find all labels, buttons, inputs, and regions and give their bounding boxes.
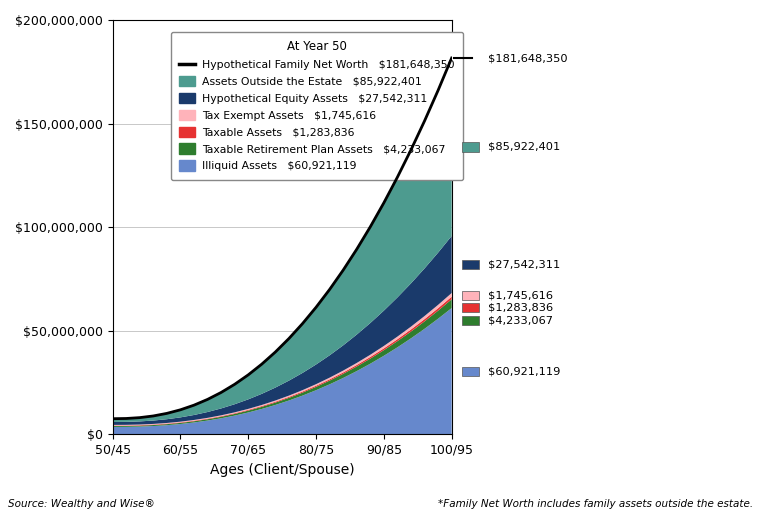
Text: $85,922,401: $85,922,401 bbox=[488, 142, 560, 152]
Text: $27,542,311: $27,542,311 bbox=[488, 260, 560, 269]
Bar bbox=[462, 260, 479, 269]
X-axis label: Ages (Client/Spouse): Ages (Client/Spouse) bbox=[210, 462, 355, 477]
Bar bbox=[462, 316, 479, 325]
Text: $181,648,350: $181,648,350 bbox=[488, 53, 567, 63]
Text: $4,233,067: $4,233,067 bbox=[488, 315, 552, 325]
Legend: Hypothetical Family Net Worth   $181,648,350, Assets Outside the Estate   $85,92: Hypothetical Family Net Worth $181,648,3… bbox=[170, 32, 463, 180]
Text: Source: Wealthy and Wise®: Source: Wealthy and Wise® bbox=[8, 499, 154, 509]
Text: *Family Net Worth includes family assets outside the estate.: *Family Net Worth includes family assets… bbox=[438, 499, 753, 509]
Bar bbox=[462, 291, 479, 300]
Text: $1,283,836: $1,283,836 bbox=[488, 303, 552, 313]
Bar bbox=[462, 303, 479, 312]
Text: $1,745,616: $1,745,616 bbox=[488, 290, 552, 301]
Bar bbox=[462, 367, 479, 376]
Text: $60,921,119: $60,921,119 bbox=[488, 366, 560, 376]
Bar bbox=[462, 142, 479, 152]
